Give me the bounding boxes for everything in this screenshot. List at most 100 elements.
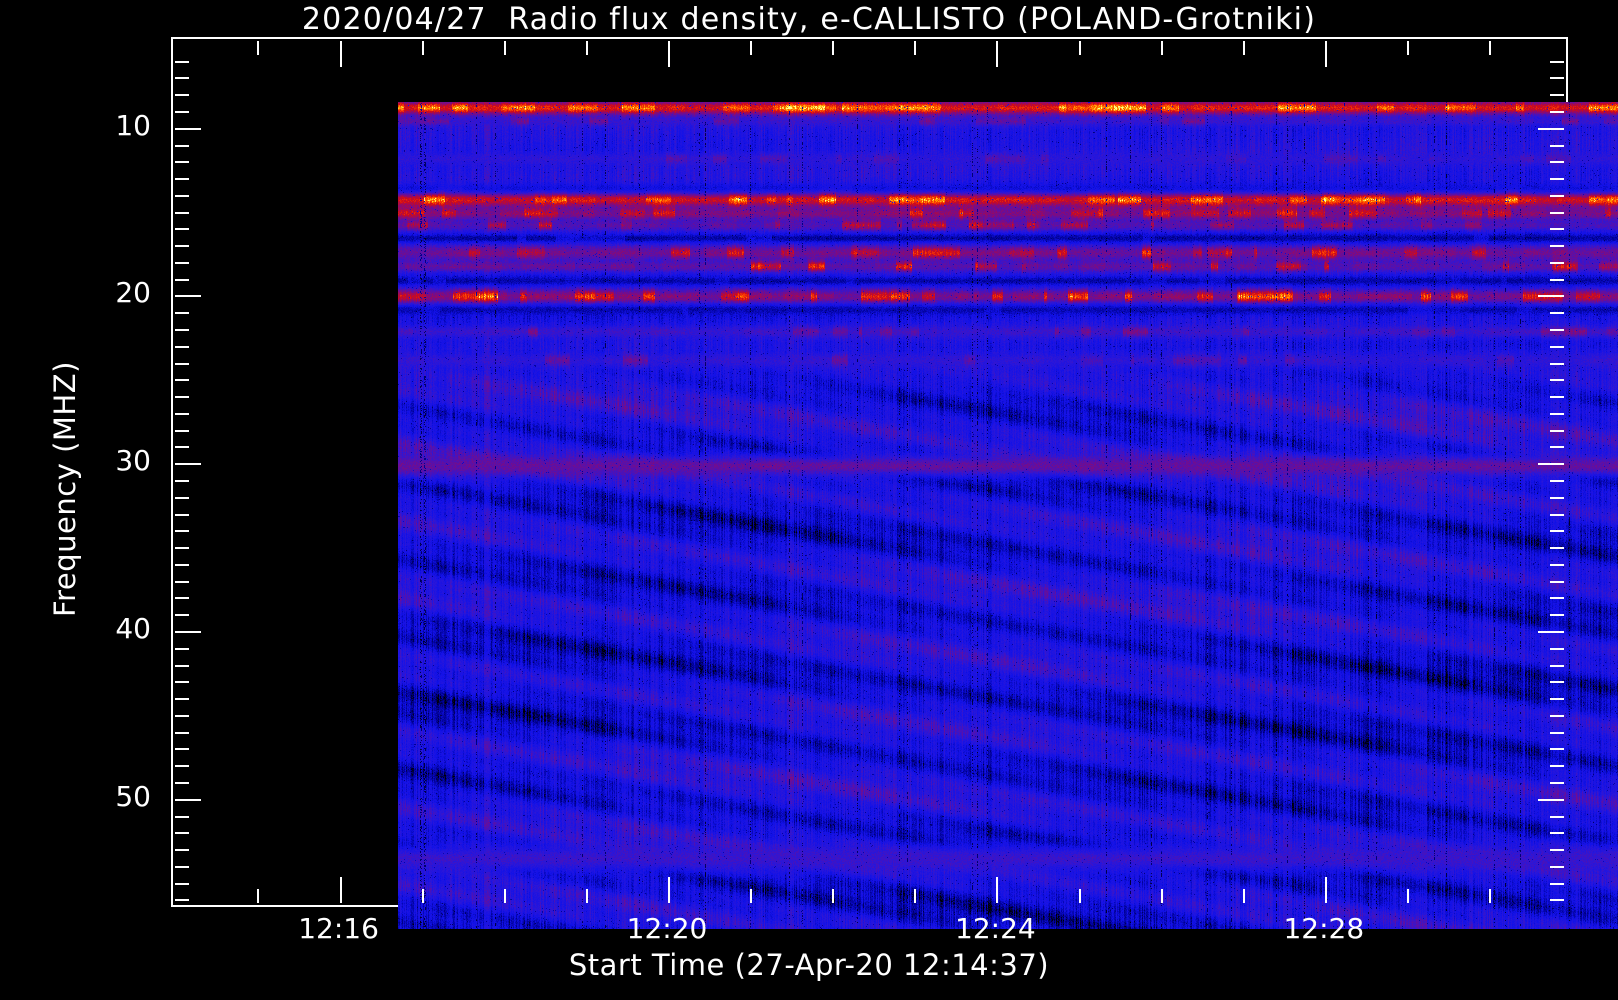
x-axis-major-tick-top <box>339 41 342 67</box>
y-axis-minor-tick <box>175 261 189 264</box>
y-axis-minor-tick-right <box>1550 429 1564 432</box>
y-axis-minor-tick <box>175 94 189 97</box>
y-axis-title: Frequency (MHZ) <box>48 361 82 617</box>
y-axis-minor-tick-right <box>1550 748 1564 751</box>
y-axis-minor-tick <box>175 77 189 80</box>
y-axis-minor-tick-right <box>1550 379 1564 382</box>
x-axis-minor-tick-top <box>421 41 424 55</box>
y-axis-minor-tick-right <box>1550 547 1564 550</box>
y-axis-minor-tick-right <box>1550 77 1564 80</box>
y-axis-major-tick-right <box>1538 295 1564 298</box>
y-axis-minor-tick-right <box>1550 781 1564 784</box>
y-axis-minor-tick-right <box>1550 329 1564 332</box>
y-axis-minor-tick-right <box>1550 480 1564 483</box>
y-axis-minor-tick-right <box>1550 563 1564 566</box>
y-axis-minor-tick-right <box>1550 194 1564 197</box>
y-axis-minor-tick-right <box>1550 731 1564 734</box>
y-axis-minor-tick <box>175 278 189 281</box>
x-axis-minor-tick <box>585 889 588 903</box>
y-axis-minor-tick <box>175 530 189 533</box>
y-axis-minor-tick <box>175 664 189 667</box>
x-axis-major-tick <box>996 877 999 903</box>
y-axis-tick-label: 50 <box>115 779 151 813</box>
y-axis-minor-tick <box>175 312 189 315</box>
y-axis-minor-tick-right <box>1550 513 1564 516</box>
y-axis-minor-tick <box>175 714 189 717</box>
y-axis-minor-tick-right <box>1550 228 1564 231</box>
y-axis-minor-tick <box>175 513 189 516</box>
y-axis-minor-tick <box>175 731 189 734</box>
y-axis-minor-tick <box>175 211 189 214</box>
y-axis-minor-tick <box>175 245 189 248</box>
y-axis-minor-tick <box>175 832 189 835</box>
y-axis-minor-tick-right <box>1550 496 1564 499</box>
y-axis-minor-tick-right <box>1550 714 1564 717</box>
y-axis-minor-tick <box>175 60 189 63</box>
y-axis-minor-tick-right <box>1550 882 1564 885</box>
x-axis-minor-tick <box>1078 889 1081 903</box>
spectrogram-heatmap <box>398 102 1618 929</box>
y-axis-minor-tick-right <box>1550 211 1564 214</box>
y-axis-minor-tick-right <box>1550 597 1564 600</box>
x-axis-minor-tick-top <box>1160 41 1163 55</box>
y-axis-major-tick <box>175 798 201 801</box>
y-axis-minor-tick-right <box>1550 899 1564 902</box>
x-axis-tick-label: 12:20 <box>626 912 708 945</box>
y-axis-minor-tick <box>175 815 189 818</box>
y-axis-minor-tick <box>175 496 189 499</box>
y-axis-minor-tick-right <box>1550 698 1564 701</box>
x-axis-minor-tick-top <box>914 41 917 55</box>
y-axis-minor-tick-right <box>1550 312 1564 315</box>
y-axis-minor-tick <box>175 396 189 399</box>
y-axis-minor-tick <box>175 329 189 332</box>
x-axis-minor-tick-top <box>1242 41 1245 55</box>
y-axis-minor-tick-right <box>1550 614 1564 617</box>
y-axis-minor-tick <box>175 480 189 483</box>
x-axis-major-tick-top <box>1324 41 1327 67</box>
y-axis-minor-tick-right <box>1550 60 1564 63</box>
y-axis-minor-tick-right <box>1550 832 1564 835</box>
y-axis-minor-tick <box>175 547 189 550</box>
x-axis-minor-tick <box>1406 889 1409 903</box>
x-axis-minor-tick-top <box>585 41 588 55</box>
y-axis-minor-tick-right <box>1550 664 1564 667</box>
y-axis-minor-tick-right <box>1550 530 1564 533</box>
y-axis-minor-tick <box>175 144 189 147</box>
x-axis-minor-tick <box>832 889 835 903</box>
y-axis-minor-tick <box>175 781 189 784</box>
y-axis-minor-tick-right <box>1550 396 1564 399</box>
x-axis-major-tick-top <box>667 41 670 67</box>
y-axis-minor-tick <box>175 379 189 382</box>
y-axis-minor-tick-right <box>1550 110 1564 113</box>
y-axis-minor-tick <box>175 412 189 415</box>
y-axis-minor-tick-right <box>1550 161 1564 164</box>
y-axis-minor-tick <box>175 429 189 432</box>
y-axis-major-tick-right <box>1538 630 1564 633</box>
y-axis-minor-tick-right <box>1550 362 1564 365</box>
x-axis-minor-tick-top <box>503 41 506 55</box>
x-axis-minor-tick <box>1160 889 1163 903</box>
y-axis-minor-tick-right <box>1550 765 1564 768</box>
x-axis-major-tick-top <box>996 41 999 67</box>
page-title: 2020/04/27 Radio flux density, e-CALLIST… <box>301 2 1317 37</box>
y-axis-minor-tick <box>175 614 189 617</box>
x-axis-minor-tick-top <box>832 41 835 55</box>
y-axis-minor-tick <box>175 362 189 365</box>
y-axis-minor-tick <box>175 597 189 600</box>
x-axis-major-tick <box>339 877 342 903</box>
y-axis-minor-tick <box>175 580 189 583</box>
y-axis-minor-tick-right <box>1550 849 1564 852</box>
y-axis-minor-tick <box>175 110 189 113</box>
y-axis-tick-label: 40 <box>115 611 151 645</box>
x-axis-minor-tick <box>914 889 917 903</box>
x-axis-minor-tick <box>257 889 260 903</box>
y-axis-minor-tick <box>175 765 189 768</box>
x-axis-tick-label: 12:16 <box>298 912 379 945</box>
plot-frame <box>171 37 1618 929</box>
y-axis-minor-tick <box>175 849 189 852</box>
y-axis-major-tick <box>175 463 201 466</box>
y-axis-minor-tick <box>175 698 189 701</box>
y-axis-major-tick-right <box>1538 463 1564 466</box>
y-axis-tick-label: 20 <box>115 276 151 310</box>
y-axis-minor-tick-right <box>1550 647 1564 650</box>
